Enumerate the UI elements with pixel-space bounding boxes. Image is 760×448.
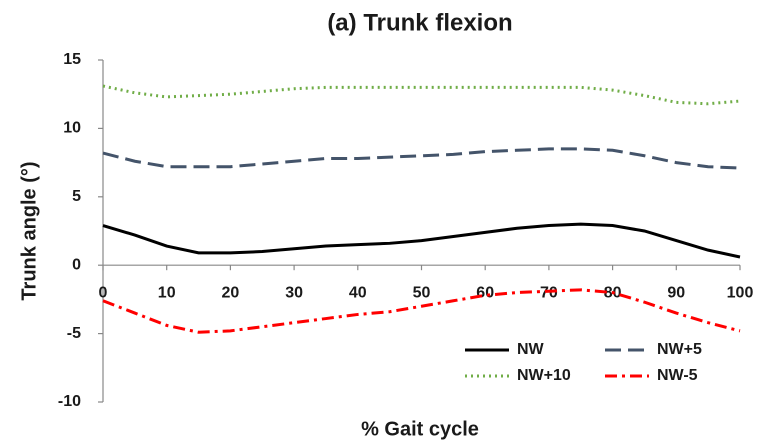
x-tick-label: 20 <box>222 284 240 301</box>
x-tick-label: 90 <box>667 284 685 301</box>
x-tick-label: 70 <box>540 284 558 301</box>
x-axis-label: % Gait cycle <box>361 418 479 440</box>
series-line <box>102 147 741 170</box>
legend-label: NW-5 <box>657 367 698 384</box>
y-tick-label: 0 <box>72 256 81 273</box>
y-tick-label: 5 <box>72 188 81 205</box>
series-line <box>102 288 741 334</box>
x-tick-label: 50 <box>413 284 431 301</box>
x-tick-label: 100 <box>727 284 754 301</box>
x-tick-label: 60 <box>476 284 494 301</box>
y-tick-label: -10 <box>58 393 81 410</box>
legend-label: NW+5 <box>657 341 702 358</box>
y-axis-label: Trunk angle (°) <box>18 161 40 300</box>
x-tick-label: 40 <box>349 284 367 301</box>
x-tick-label: 10 <box>158 284 176 301</box>
legend-label: NW+10 <box>517 367 571 384</box>
series-line <box>102 222 741 259</box>
x-tick-label: 30 <box>285 284 303 301</box>
legend-label: NW <box>517 341 545 358</box>
series-line <box>102 84 741 106</box>
y-tick-label: -5 <box>67 325 81 342</box>
y-tick-label: 15 <box>63 51 81 68</box>
x-tick-label: 0 <box>99 284 108 301</box>
chart-title: (a) Trunk flexion <box>327 9 512 36</box>
y-tick-label: 10 <box>63 120 81 137</box>
